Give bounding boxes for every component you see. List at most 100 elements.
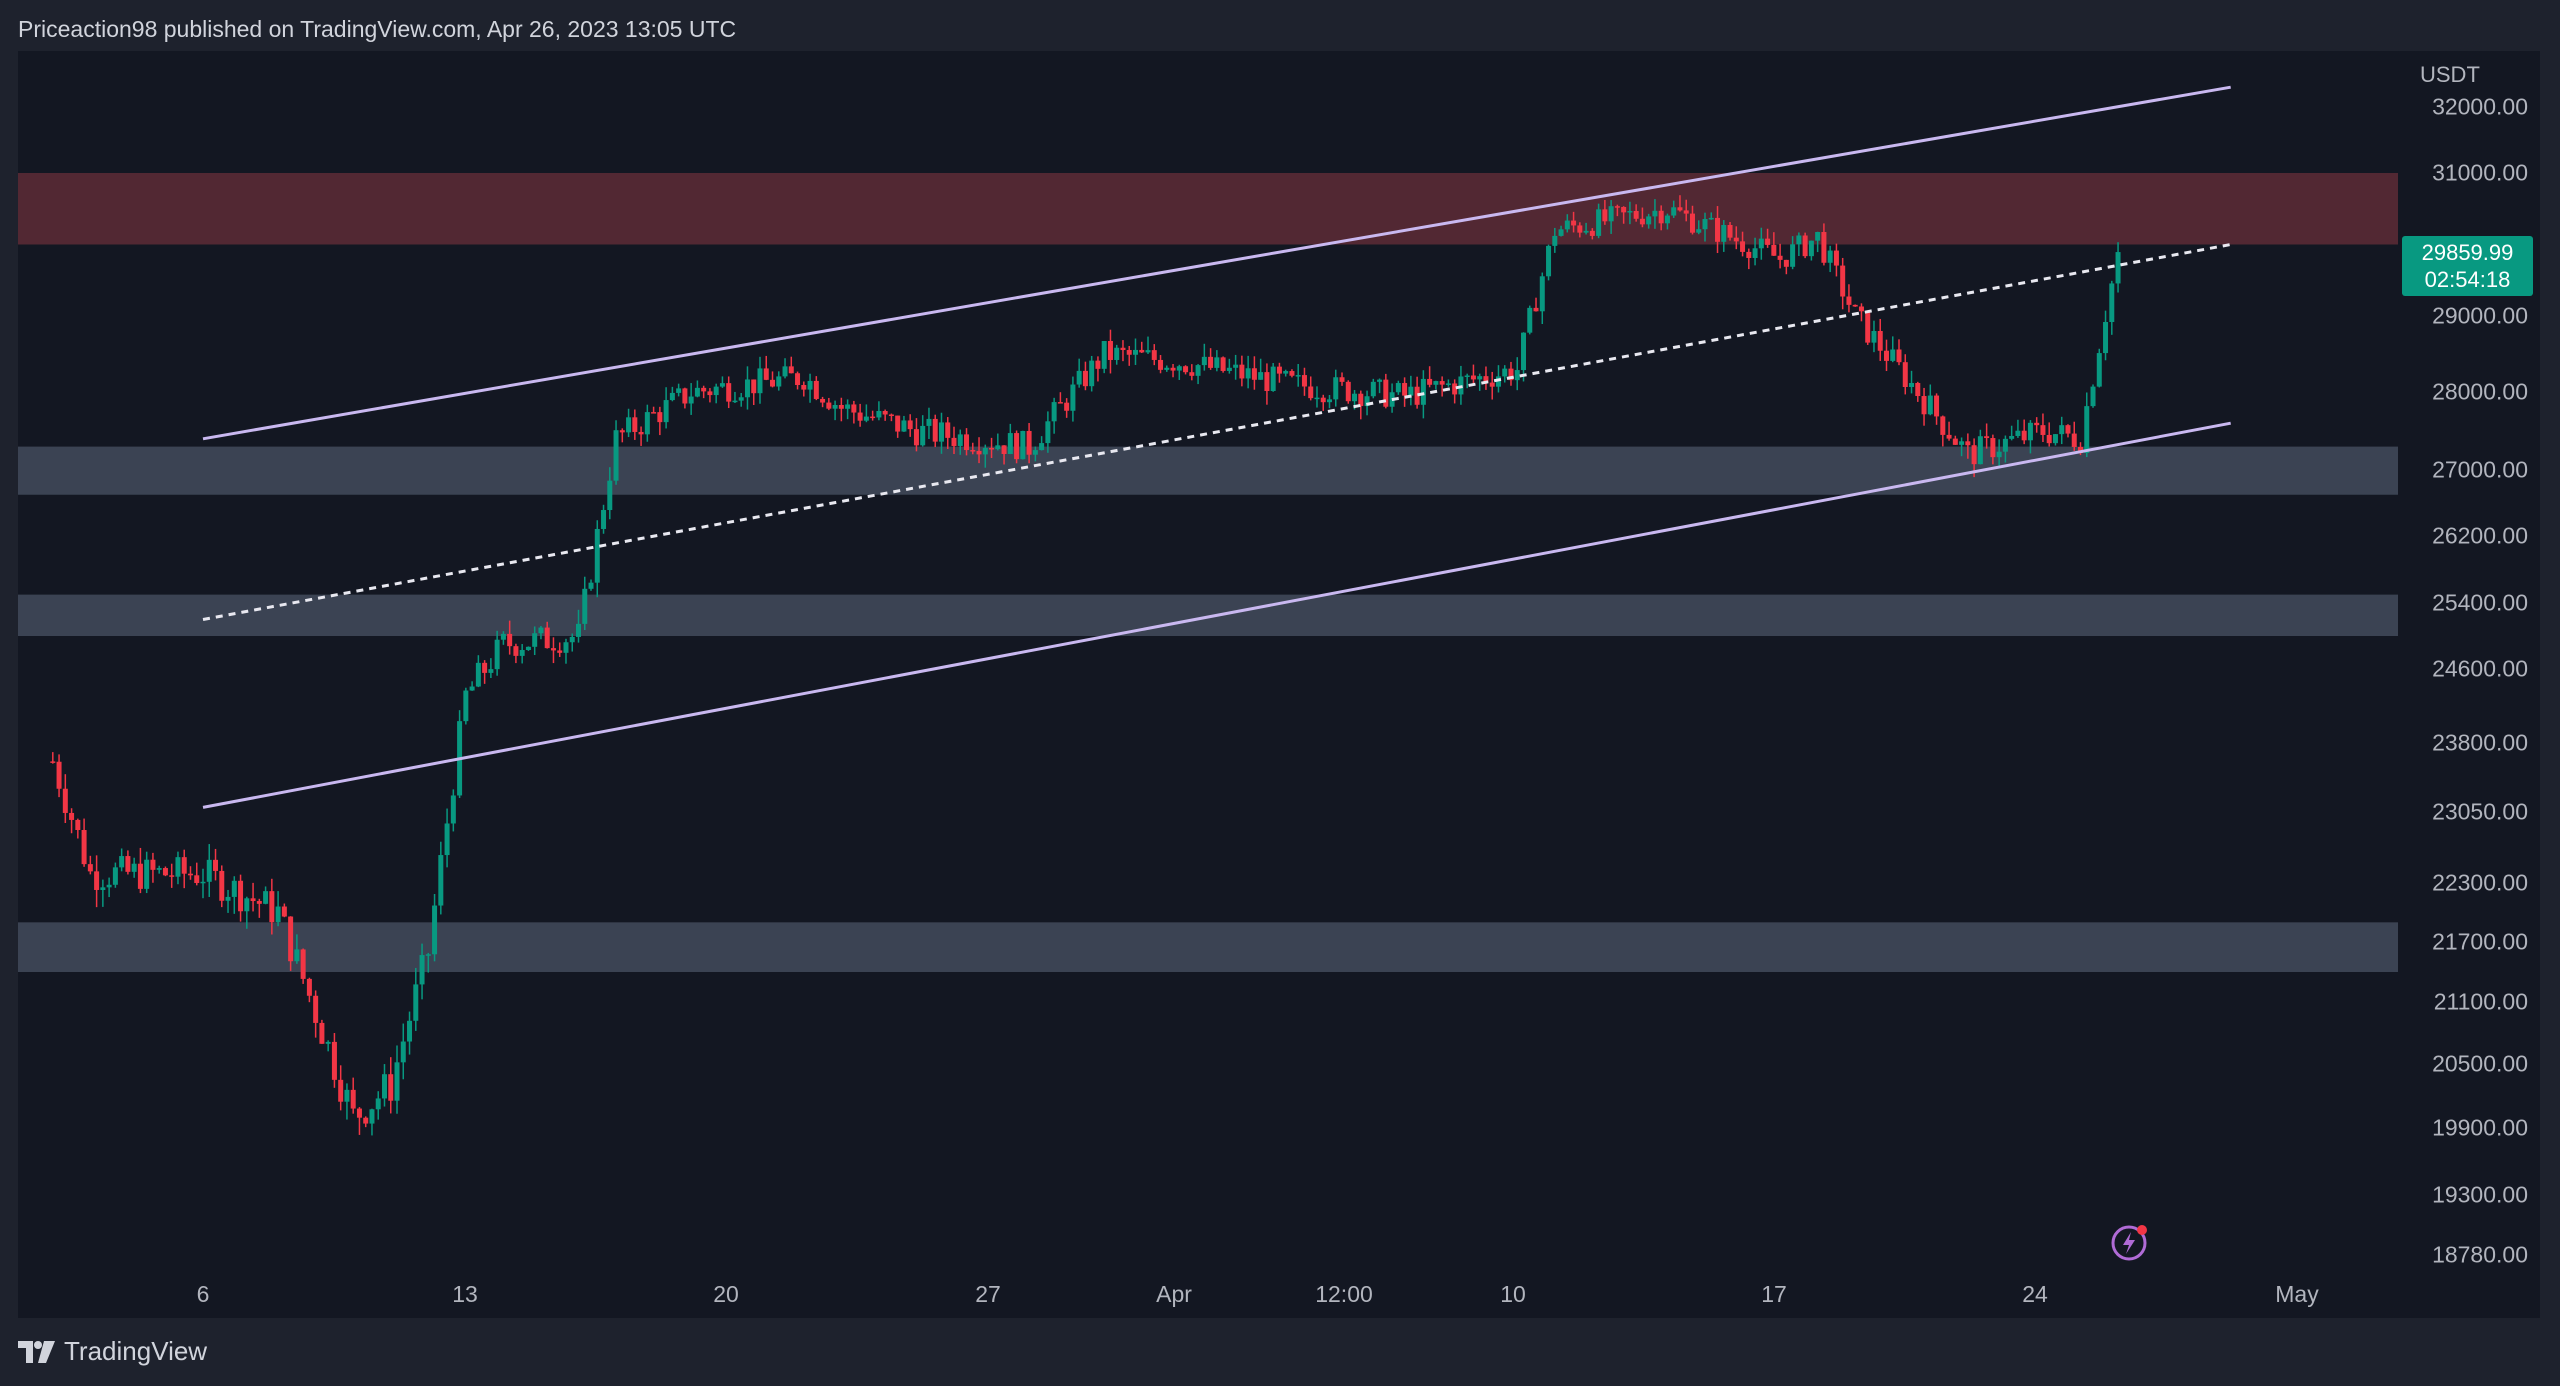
candle: [644, 404, 650, 442]
price-axis-label: 31000.00: [2432, 159, 2528, 186]
candle: [1051, 397, 1057, 434]
candle: [1871, 320, 1877, 353]
candle: [1320, 394, 1326, 411]
candle: [1596, 203, 1602, 239]
candle: [982, 444, 988, 468]
price-axis-label: 26200.00: [2432, 522, 2528, 549]
candle: [2065, 424, 2071, 438]
price-axis-label: 27000.00: [2432, 456, 2528, 483]
candle: [882, 409, 888, 421]
candle: [1270, 363, 1276, 392]
candle: [2009, 425, 2015, 441]
support-zone-1[interactable]: [18, 446, 2398, 495]
candle: [263, 886, 269, 905]
candle: [557, 642, 563, 657]
candle: [1902, 354, 1908, 395]
candle: [1470, 364, 1476, 386]
resistance-zone-0[interactable]: [18, 173, 2398, 245]
candle: [56, 754, 62, 798]
price-axis-label: 23050.00: [2432, 798, 2528, 825]
candle: [870, 410, 876, 421]
candle: [244, 896, 250, 929]
candle: [338, 1065, 344, 1111]
bar-countdown: 02:54:18: [2424, 267, 2511, 292]
candle: [181, 849, 187, 889]
support-zone-2[interactable]: [18, 594, 2398, 636]
candle: [832, 400, 838, 421]
candle: [1959, 437, 1965, 457]
candle: [1765, 228, 1771, 248]
candle: [1189, 364, 1195, 381]
candle: [469, 681, 475, 691]
candle: [2096, 348, 2102, 388]
candle: [601, 504, 607, 534]
candle: [1139, 341, 1145, 354]
candle: [569, 633, 575, 652]
candle: [1064, 398, 1070, 418]
chart-pane[interactable]: [18, 51, 2540, 1318]
candle: [1101, 340, 1107, 374]
candle: [801, 381, 807, 397]
candle: [1546, 244, 1552, 281]
candle: [281, 903, 287, 918]
candle: [344, 1083, 350, 1120]
candle: [1226, 358, 1232, 374]
channel-middle-line[interactable]: [202, 243, 2231, 621]
candle: [450, 789, 456, 832]
candle: [375, 1091, 381, 1120]
candle: [1026, 423, 1032, 464]
price-axis-label: 18780.00: [2432, 1241, 2528, 1268]
candle: [838, 397, 844, 422]
candle: [2002, 435, 2008, 463]
candle: [1689, 205, 1695, 235]
support-zone-3[interactable]: [18, 922, 2398, 972]
tradingview-logo[interactable]: TradingView: [18, 1336, 207, 1367]
candle: [162, 866, 168, 877]
candle: [1533, 297, 1539, 312]
candle: [363, 1116, 369, 1128]
candle: [144, 851, 150, 894]
candle: [1564, 214, 1570, 233]
candle: [1477, 373, 1483, 391]
candle: [269, 878, 275, 935]
candle: [1070, 376, 1076, 422]
candle: [319, 1019, 325, 1044]
candle: [407, 1011, 413, 1055]
candle: [951, 426, 957, 455]
candle: [1095, 356, 1101, 382]
candle: [306, 977, 312, 1003]
candle: [1577, 222, 1583, 238]
lightning-flash-icon[interactable]: [2110, 1222, 2150, 1262]
price-axis-label: 24600.00: [2432, 655, 2528, 682]
candle: [1796, 232, 1802, 256]
candle: [719, 376, 725, 388]
time-axis-label: 12:00: [1315, 1281, 1373, 1307]
candle: [238, 874, 244, 922]
candle: [1846, 284, 1852, 313]
candle: [1990, 434, 1996, 465]
candle: [550, 637, 556, 664]
candle: [1176, 364, 1182, 380]
candle: [1915, 381, 1921, 402]
candle: [200, 868, 206, 899]
channel-lower-line[interactable]: [202, 421, 2231, 809]
candle: [607, 467, 613, 520]
channel-upper-line[interactable]: [202, 85, 2231, 441]
candle: [1007, 423, 1013, 455]
candle: [1984, 423, 1990, 449]
candle: [1808, 240, 1814, 261]
time-axis-label: 20: [713, 1281, 739, 1307]
candle: [626, 408, 632, 438]
candle: [1201, 343, 1207, 371]
candle: [2059, 416, 2065, 445]
candle: [2034, 417, 2040, 433]
time-axis-label: 17: [1761, 1281, 1787, 1307]
candle: [150, 852, 156, 883]
candle: [1170, 363, 1176, 378]
candle: [1771, 232, 1777, 256]
candle: [194, 862, 200, 886]
candle: [1020, 430, 1026, 460]
candle: [995, 433, 1001, 451]
candle: [1965, 433, 1971, 459]
candle: [1082, 361, 1088, 391]
